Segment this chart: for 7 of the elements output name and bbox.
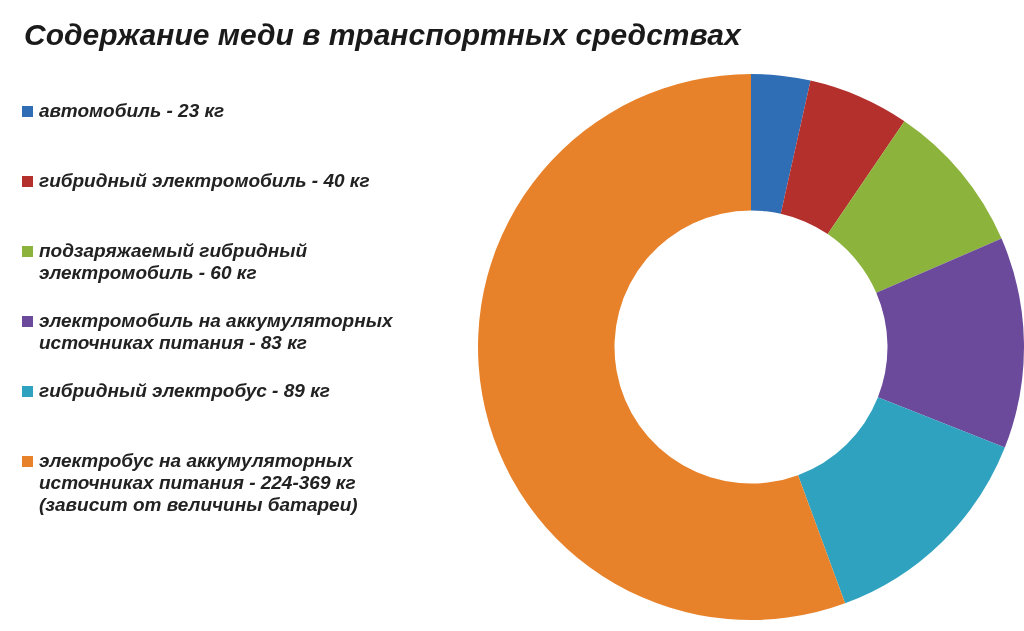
legend-label: автомобиль - 23 кг <box>39 100 225 122</box>
legend-label: гибридный электробус - 89 кг <box>39 380 330 402</box>
legend-label: электробус на аккумуляторных источниках питания - 224-369 кг (зависит от величины батареи) <box>39 450 359 516</box>
legend-label: подзаряжаемый гибридный электромобиль - 60 кг <box>39 240 309 284</box>
legend-label: гибридный электромобиль - 40 кг <box>39 170 370 192</box>
legend-label: электромобиль на аккумуляторных источниках питания - 83 кг <box>39 310 394 354</box>
chart-title: Содержание меди в транспортных средствах <box>24 18 741 52</box>
